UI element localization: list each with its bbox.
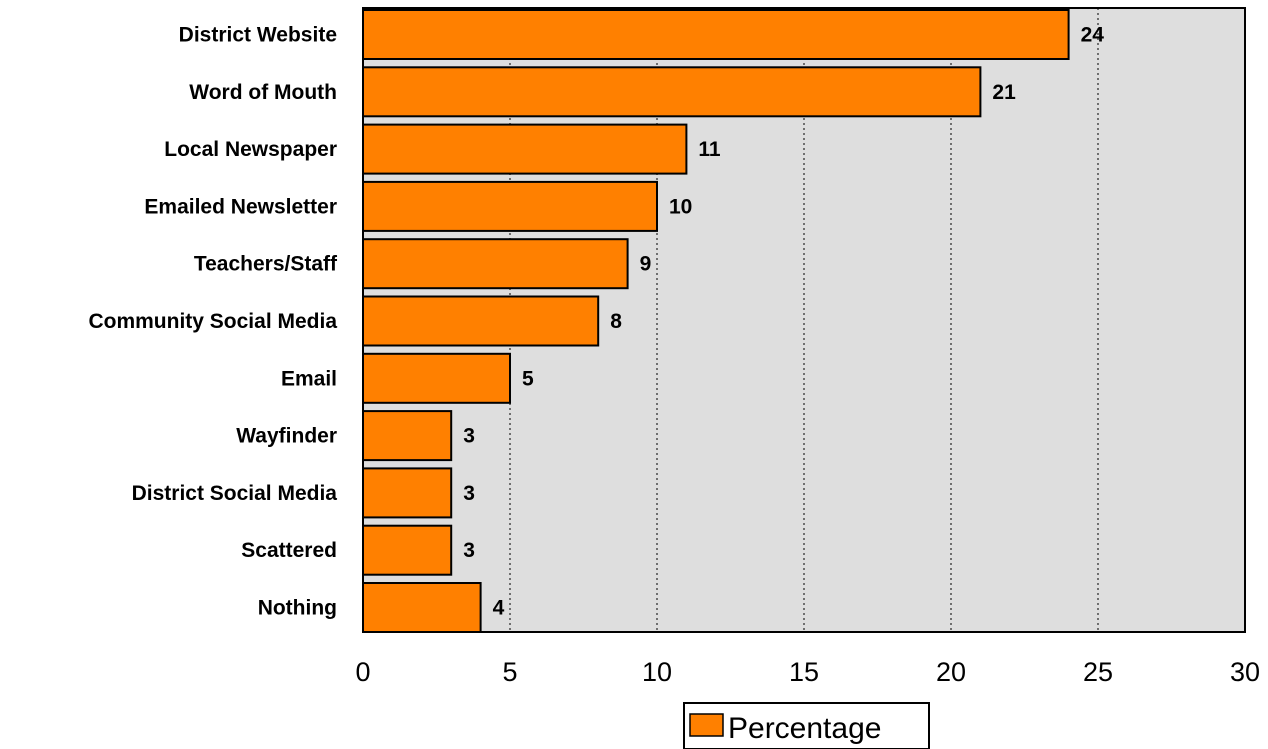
category-label: Emailed Newsletter — [144, 195, 337, 218]
bar — [362, 180, 658, 232]
bars — [362, 9, 1070, 633]
bar — [362, 582, 482, 633]
legend-box — [683, 702, 930, 749]
category-label: Wayfinder — [236, 425, 337, 448]
value-label: 5 — [522, 367, 534, 390]
category-label: Nothing — [258, 597, 337, 620]
value-label: 9 — [640, 253, 652, 276]
category-label: Email — [281, 367, 337, 390]
bar — [362, 66, 982, 118]
legend-swatch — [689, 713, 724, 737]
x-tick-label: 10 — [642, 657, 672, 687]
bar — [362, 238, 629, 290]
x-tick-label: 30 — [1230, 657, 1260, 687]
x-tick-label: 15 — [789, 657, 819, 687]
bar — [362, 123, 688, 175]
category-label: Community Social Media — [88, 310, 337, 333]
bar — [362, 467, 453, 519]
value-label: 4 — [493, 597, 505, 620]
value-label: 21 — [992, 81, 1016, 104]
value-label: 3 — [463, 539, 475, 562]
x-tick-label: 20 — [936, 657, 966, 687]
category-label: Teachers/Staff — [194, 253, 338, 276]
value-label: 3 — [463, 482, 475, 505]
category-label: Local Newspaper — [164, 138, 337, 161]
category-labels: District Website Word of Mouth Local Newsp… — [88, 24, 338, 620]
x-tick-label: 5 — [502, 657, 517, 687]
value-label: 11 — [698, 138, 721, 161]
category-label: District Website — [179, 24, 337, 47]
bar — [362, 9, 1070, 60]
x-tick-label: 25 — [1083, 657, 1113, 687]
bar — [362, 295, 600, 347]
category-label: Scattered — [241, 539, 337, 562]
value-label: 8 — [610, 310, 622, 333]
value-label: 10 — [669, 195, 692, 218]
legend-label: Percentage — [728, 712, 881, 745]
bar — [362, 524, 453, 576]
bar — [362, 410, 453, 462]
value-label: 3 — [463, 425, 475, 448]
category-label: District Social Media — [132, 482, 338, 505]
plot-border — [362, 7, 1246, 633]
x-axis-ticks: 0 5 10 15 20 25 30 — [355, 657, 1260, 687]
category-label: Word of Mouth — [189, 81, 337, 104]
x-tick-label: 0 — [355, 657, 370, 687]
value-label: 24 — [1081, 24, 1105, 47]
bar — [362, 352, 511, 404]
value-labels: 24 21 11 10 9 8 5 3 3 3 4 — [463, 24, 1104, 620]
legend: Percentage — [683, 702, 930, 749]
